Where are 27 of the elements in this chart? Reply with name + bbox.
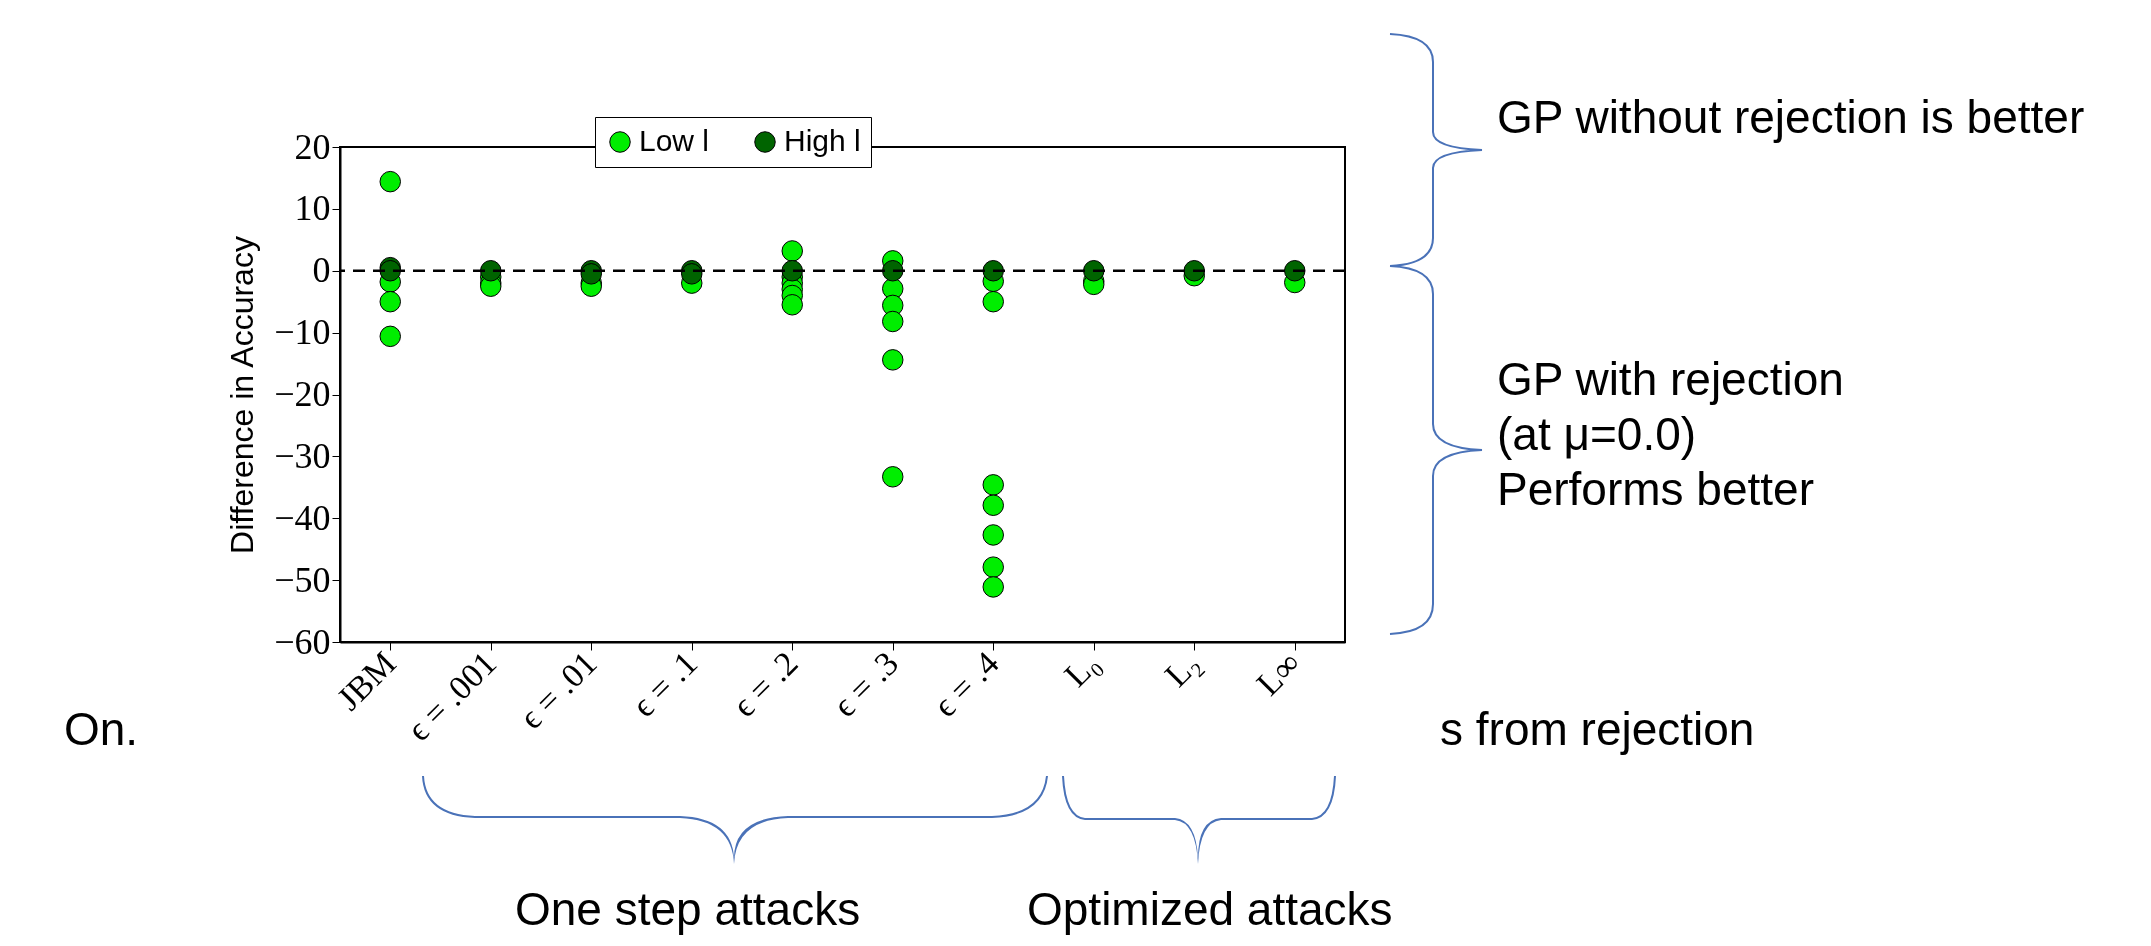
y-tick-label: −20 (274, 374, 331, 414)
y-tick-label: −60 (274, 621, 331, 662)
y-tick-label: 20 (294, 126, 331, 167)
x-tick-label: ϵ = .3 (825, 644, 906, 724)
text: One step attacks (515, 882, 861, 937)
x-tick-label: L∞ (1249, 644, 1308, 703)
legend-label: Low l (639, 124, 710, 157)
x-tick-label: ϵ = .01 (512, 644, 604, 736)
y-tick-label: −10 (274, 312, 331, 353)
x-tick-label: ϵ = .001 (399, 644, 504, 748)
text: s from rejection (1440, 702, 1755, 757)
x-tick-label: ϵ = .1 (624, 644, 705, 724)
y-tick-label: 10 (294, 188, 331, 229)
y-tick-label: −40 (274, 497, 331, 538)
text: GP without rejection is better (1497, 90, 2086, 145)
text: On. (64, 702, 139, 757)
y-axis-title: Difference in Accuracy (224, 236, 261, 554)
y-tick-label: −30 (274, 435, 331, 476)
y-tick-label: 0 (312, 250, 331, 291)
x-tick-label: ϵ = .2 (725, 644, 805, 724)
x-tick-label: L₀ (1057, 644, 1107, 694)
text: GP with rejection (at μ=0.0) Performs better (1497, 352, 1845, 518)
x-tick-label: ϵ = .4 (926, 644, 1006, 724)
y-tick-label: −50 (274, 559, 331, 600)
x-tick-label: L₂ (1157, 644, 1207, 694)
legend-label: High l (784, 124, 861, 157)
text: Optimized attacks (1027, 882, 1393, 937)
